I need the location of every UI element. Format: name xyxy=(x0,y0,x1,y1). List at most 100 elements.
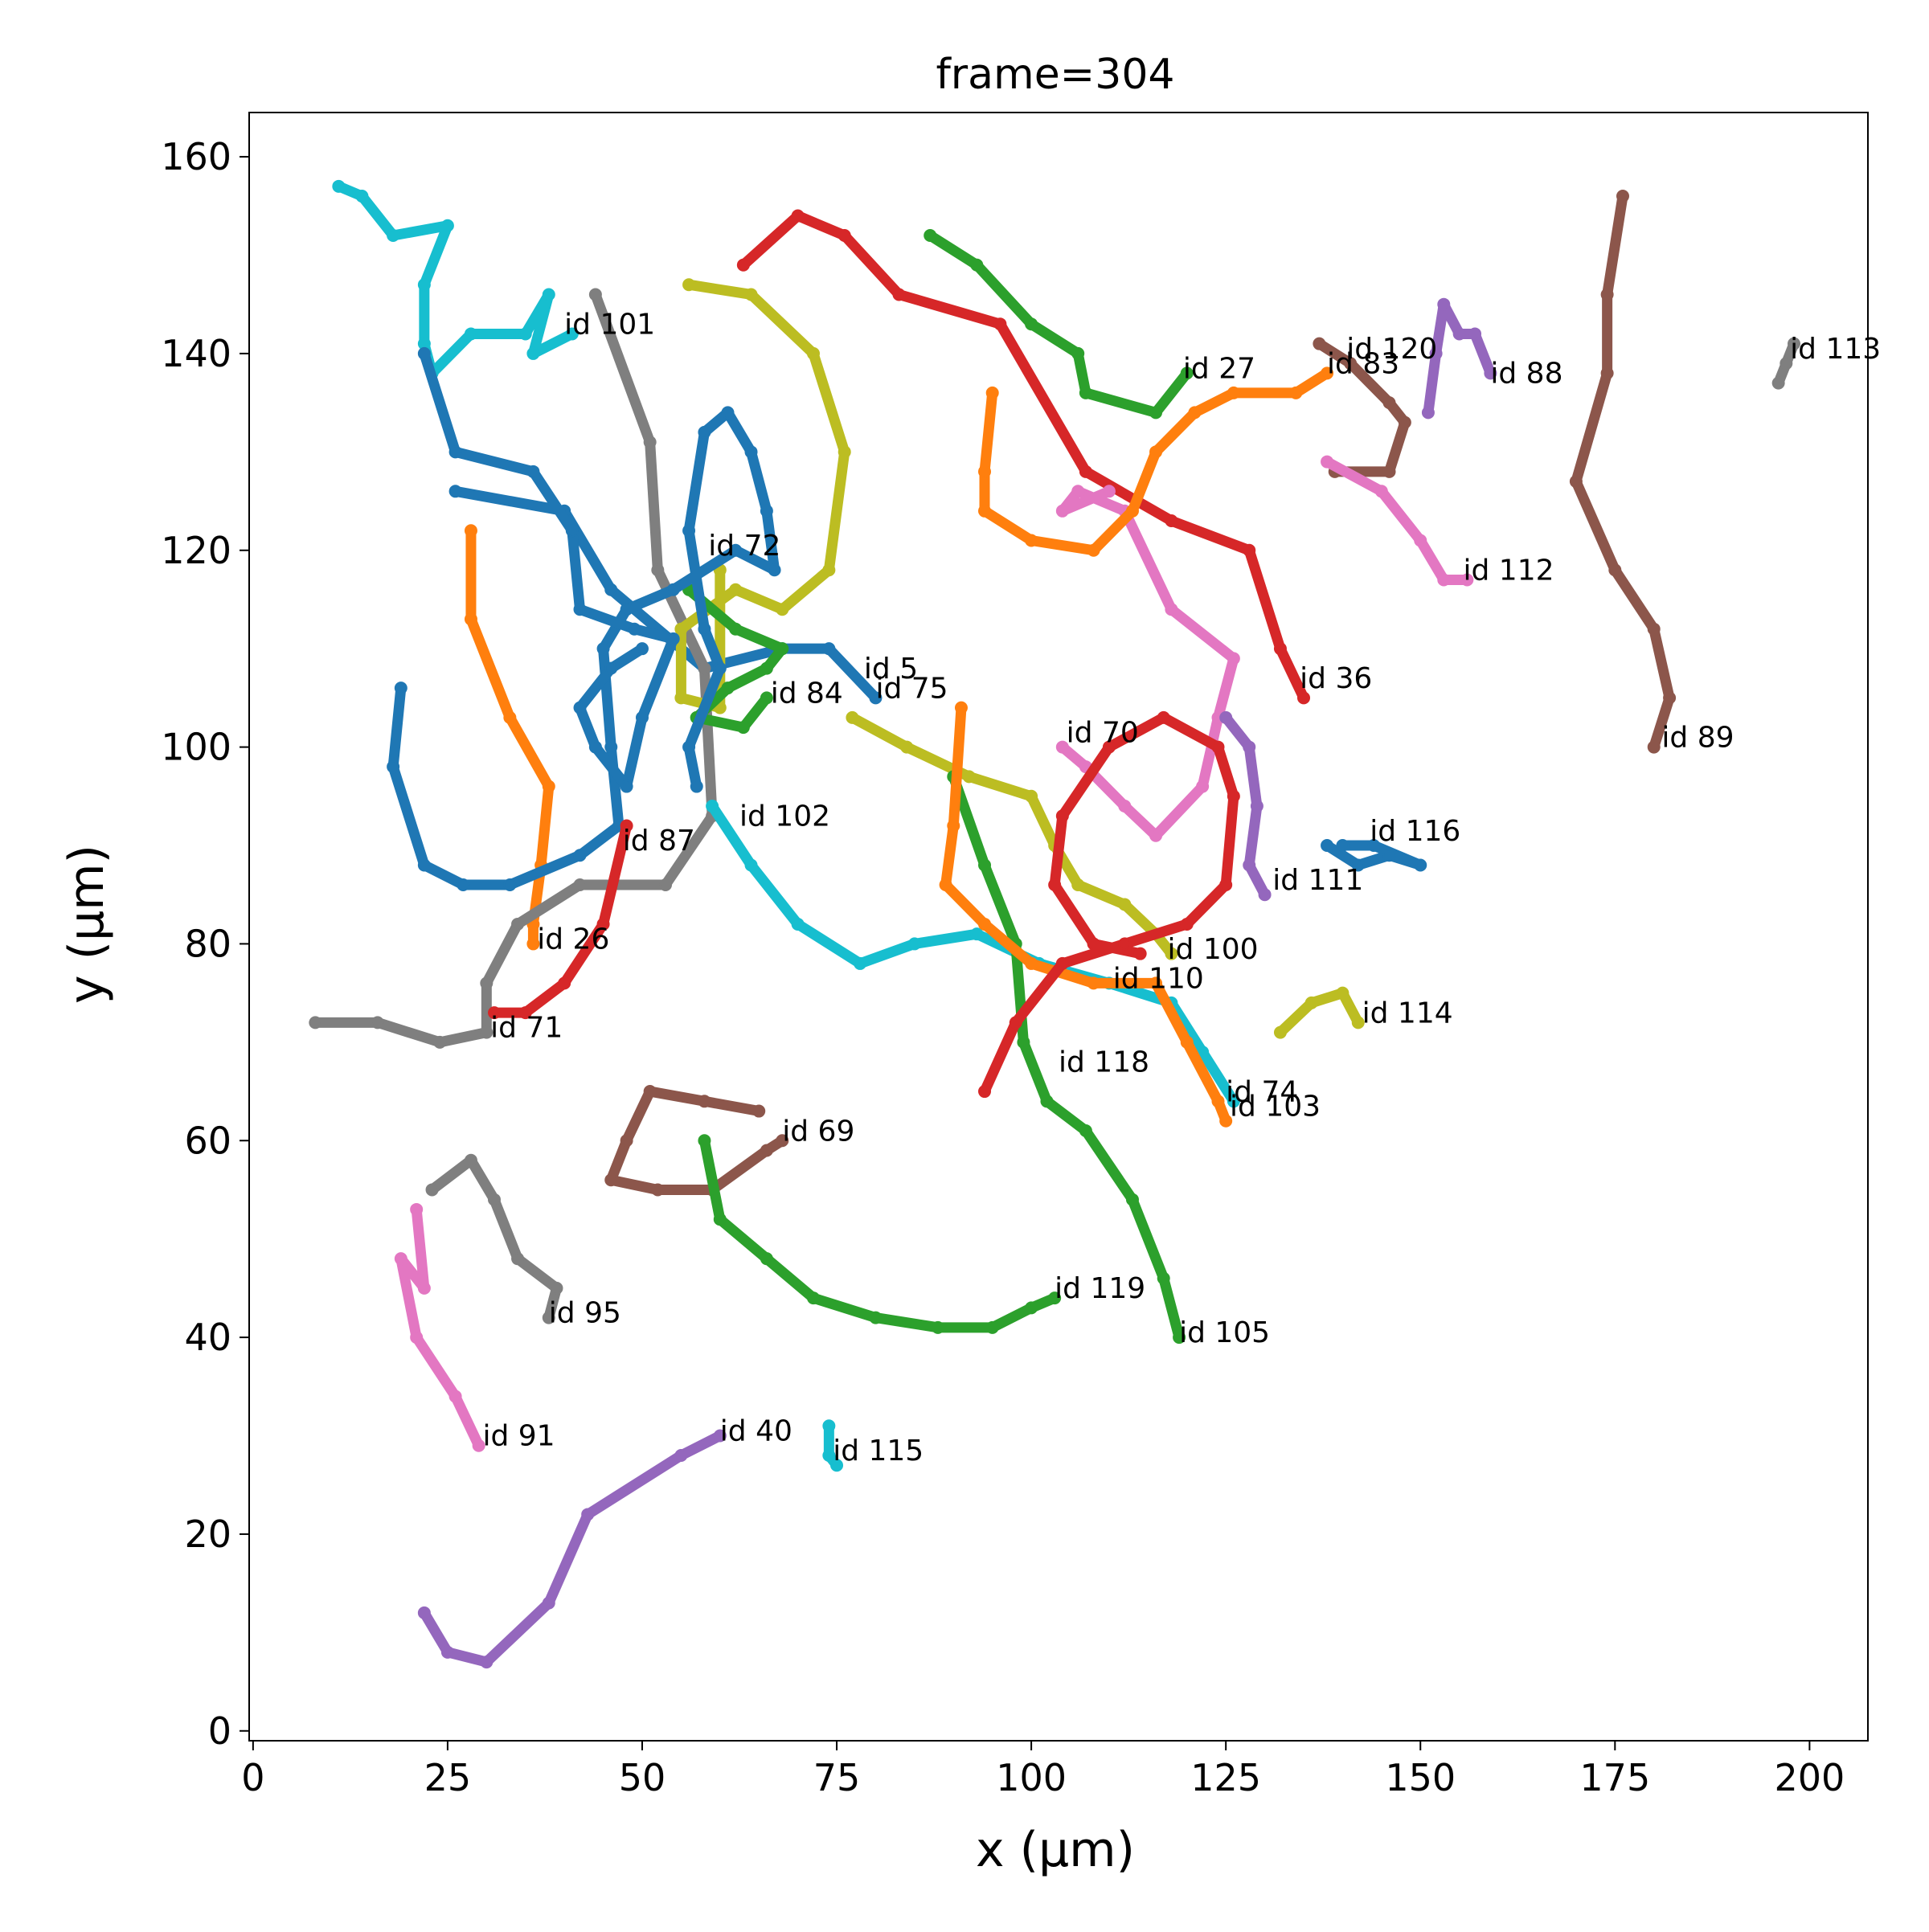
track-point xyxy=(1173,1331,1186,1345)
track-point xyxy=(332,179,346,193)
track-id-120 xyxy=(978,710,1240,1099)
track-id-113 xyxy=(1771,337,1801,390)
track-id-118 xyxy=(939,701,1233,1128)
track-point xyxy=(1157,710,1170,724)
y-tick-label: 40 xyxy=(184,1316,231,1359)
track-line-id-87 xyxy=(387,407,780,890)
track-point xyxy=(713,1213,727,1226)
track-point xyxy=(1382,396,1396,410)
track-point xyxy=(1468,327,1482,341)
track-point xyxy=(573,878,587,891)
track-point xyxy=(464,327,477,341)
track-id-119 xyxy=(698,1134,1062,1334)
track-point xyxy=(674,1448,688,1462)
track-point xyxy=(1079,465,1092,478)
tracks-layer xyxy=(309,179,1801,1669)
track-line-id-103 xyxy=(979,367,1333,556)
track-point xyxy=(628,622,641,636)
track-point xyxy=(511,917,525,931)
track-id-label: id 70 xyxy=(1067,716,1139,749)
track-point xyxy=(1219,1114,1233,1128)
y-tick-label: 120 xyxy=(161,529,231,572)
track-point xyxy=(480,1656,494,1669)
track-id-116 xyxy=(1321,839,1427,872)
track-id-label: id 87 xyxy=(623,825,695,858)
track-point xyxy=(674,622,688,636)
track-point xyxy=(565,524,579,538)
track-id-label: id 75 xyxy=(875,672,948,705)
track-point xyxy=(542,780,555,793)
track-line-id-88 xyxy=(1423,299,1496,418)
track-point xyxy=(596,917,610,931)
track-point xyxy=(752,1104,766,1118)
track-point xyxy=(706,800,719,813)
track-point xyxy=(1071,346,1085,360)
track-point xyxy=(1102,485,1116,498)
x-tick-label: 100 xyxy=(996,1756,1067,1799)
track-line-id-112 xyxy=(1321,456,1472,585)
y-tick-label: 80 xyxy=(184,922,231,965)
track-point xyxy=(417,1281,431,1295)
track-point xyxy=(1273,1025,1287,1039)
track-point xyxy=(729,543,743,557)
track-point xyxy=(1243,543,1256,557)
y-axis-label: y (μm) xyxy=(59,845,115,1004)
track-point xyxy=(698,661,711,675)
track-line-id-100 xyxy=(846,712,1177,960)
track-id-label: id 114 xyxy=(1362,997,1453,1029)
track-id-40 xyxy=(417,1429,727,1669)
track-point xyxy=(970,258,984,272)
track-point xyxy=(1071,878,1085,891)
track-point xyxy=(1344,357,1358,370)
track-point xyxy=(1118,800,1132,813)
track-point xyxy=(1180,917,1194,931)
track-point xyxy=(822,642,836,656)
track-point xyxy=(1484,366,1497,380)
track-point xyxy=(939,878,952,891)
track-point xyxy=(666,632,680,645)
track-point xyxy=(550,1281,563,1295)
track-point xyxy=(674,691,688,705)
track-point xyxy=(1243,858,1256,872)
track-point xyxy=(822,563,836,577)
track-point xyxy=(1414,858,1427,872)
track-point xyxy=(480,1025,494,1039)
track-point xyxy=(1180,366,1194,380)
track-id-91 xyxy=(394,1202,485,1452)
track-point xyxy=(417,346,431,360)
track-point xyxy=(1087,937,1100,951)
track-point xyxy=(698,425,711,439)
track-point xyxy=(760,1252,773,1266)
track-point xyxy=(1273,642,1287,656)
track-point xyxy=(822,1419,836,1433)
track-line-id-91 xyxy=(395,1204,485,1451)
track-point xyxy=(518,327,532,341)
track-point xyxy=(1351,1016,1365,1029)
track-point xyxy=(947,819,960,833)
track-id-label: id 5 xyxy=(864,653,918,686)
track-point xyxy=(1133,947,1147,960)
track-id-label: id 91 xyxy=(482,1420,555,1453)
track-id-110 xyxy=(488,819,633,1020)
track-point xyxy=(690,780,703,793)
track-id-label: id 72 xyxy=(708,530,780,563)
track-point xyxy=(869,1311,883,1324)
track-point xyxy=(472,1439,485,1452)
track-point xyxy=(838,445,851,459)
track-point xyxy=(978,504,992,518)
track-id-103 xyxy=(978,366,1334,557)
track-point xyxy=(1250,800,1263,813)
track-point xyxy=(448,485,462,498)
x-tick-label: 175 xyxy=(1579,1756,1650,1799)
track-point xyxy=(1079,386,1092,399)
track-point xyxy=(822,1448,836,1462)
track-id-label: id 118 xyxy=(1059,1046,1149,1079)
track-id-87 xyxy=(387,406,781,891)
track-point xyxy=(698,622,711,636)
y-axis-ticks: 0 20 40 60 80 100 120 140 160 xyxy=(161,135,249,1753)
track-id-label: id 95 xyxy=(549,1297,621,1330)
track-id-71 xyxy=(309,288,719,1049)
track-line-id-27 xyxy=(924,230,1193,418)
track-point xyxy=(924,229,937,243)
track-point xyxy=(1118,937,1132,951)
